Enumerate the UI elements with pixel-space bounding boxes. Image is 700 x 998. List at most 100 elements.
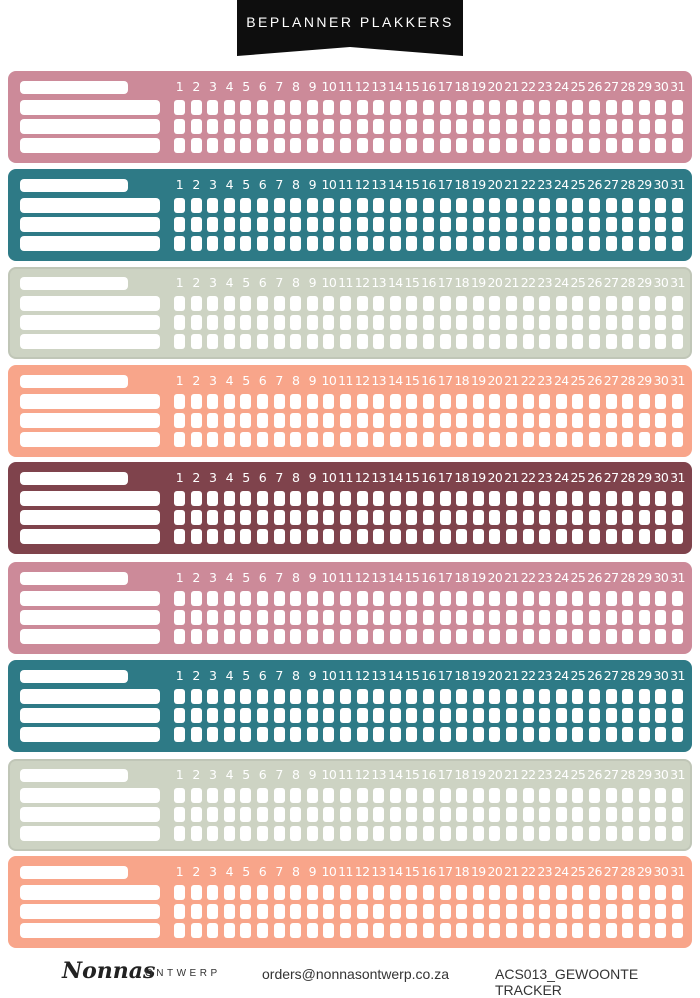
day-checkbox[interactable] (638, 727, 650, 742)
day-checkbox[interactable] (489, 315, 501, 330)
day-checkbox[interactable] (605, 394, 617, 409)
day-checkbox[interactable] (356, 788, 368, 803)
day-checkbox[interactable] (472, 198, 484, 213)
day-checkbox[interactable] (423, 788, 434, 803)
day-checkbox[interactable] (323, 432, 335, 447)
day-checkbox[interactable] (539, 923, 551, 938)
day-checkbox[interactable] (323, 826, 335, 841)
day-checkbox[interactable] (190, 198, 202, 213)
habit-name-field[interactable] (20, 629, 160, 644)
day-checkbox[interactable] (406, 198, 418, 213)
day-checkbox[interactable] (174, 296, 185, 311)
day-checkbox[interactable] (622, 491, 634, 506)
day-checkbox[interactable] (572, 610, 584, 625)
day-checkbox[interactable] (290, 296, 302, 311)
day-checkbox[interactable] (539, 100, 551, 115)
day-checkbox[interactable] (356, 315, 368, 330)
day-checkbox[interactable] (472, 432, 484, 447)
day-checkbox[interactable] (506, 591, 517, 606)
day-checkbox[interactable] (472, 315, 484, 330)
day-checkbox[interactable] (406, 138, 418, 153)
day-checkbox[interactable] (223, 100, 235, 115)
day-checkbox[interactable] (555, 826, 567, 841)
day-checkbox[interactable] (555, 100, 567, 115)
day-checkbox[interactable] (373, 334, 385, 349)
day-checkbox[interactable] (439, 432, 451, 447)
day-checkbox[interactable] (589, 629, 600, 644)
habit-title-field[interactable] (20, 572, 128, 585)
day-checkbox[interactable] (406, 788, 418, 803)
day-checkbox[interactable] (522, 138, 534, 153)
day-checkbox[interactable] (489, 788, 501, 803)
day-checkbox[interactable] (439, 788, 451, 803)
day-checkbox[interactable] (423, 708, 434, 723)
day-checkbox[interactable] (489, 885, 501, 900)
day-checkbox[interactable] (572, 591, 584, 606)
day-checkbox[interactable] (240, 413, 252, 428)
day-checkbox[interactable] (506, 610, 517, 625)
day-checkbox[interactable] (506, 236, 517, 251)
day-checkbox[interactable] (340, 529, 351, 544)
day-checkbox[interactable] (572, 826, 584, 841)
day-checkbox[interactable] (290, 529, 302, 544)
day-checkbox[interactable] (174, 334, 185, 349)
day-checkbox[interactable] (638, 689, 650, 704)
day-checkbox[interactable] (389, 510, 401, 525)
day-checkbox[interactable] (273, 629, 285, 644)
day-checkbox[interactable] (406, 923, 418, 938)
day-checkbox[interactable] (323, 529, 335, 544)
day-checkbox[interactable] (439, 198, 451, 213)
day-checkbox[interactable] (174, 529, 185, 544)
day-checkbox[interactable] (273, 826, 285, 841)
day-checkbox[interactable] (522, 727, 534, 742)
day-checkbox[interactable] (257, 708, 268, 723)
day-checkbox[interactable] (323, 904, 335, 919)
habit-name-field[interactable] (20, 394, 160, 409)
day-checkbox[interactable] (406, 119, 418, 134)
day-checkbox[interactable] (273, 432, 285, 447)
day-checkbox[interactable] (257, 198, 268, 213)
day-checkbox[interactable] (506, 100, 517, 115)
day-checkbox[interactable] (622, 788, 634, 803)
day-checkbox[interactable] (555, 296, 567, 311)
day-checkbox[interactable] (223, 432, 235, 447)
day-checkbox[interactable] (555, 708, 567, 723)
day-checkbox[interactable] (340, 198, 351, 213)
day-checkbox[interactable] (207, 529, 219, 544)
day-checkbox[interactable] (506, 885, 517, 900)
day-checkbox[interactable] (638, 491, 650, 506)
day-checkbox[interactable] (506, 315, 517, 330)
day-checkbox[interactable] (174, 904, 185, 919)
day-checkbox[interactable] (306, 315, 318, 330)
day-checkbox[interactable] (190, 138, 202, 153)
day-checkbox[interactable] (489, 826, 501, 841)
day-checkbox[interactable] (522, 432, 534, 447)
day-checkbox[interactable] (672, 529, 683, 544)
day-checkbox[interactable] (174, 413, 185, 428)
day-checkbox[interactable] (257, 119, 268, 134)
day-checkbox[interactable] (589, 100, 600, 115)
day-checkbox[interactable] (406, 689, 418, 704)
day-checkbox[interactable] (522, 296, 534, 311)
day-checkbox[interactable] (223, 529, 235, 544)
day-checkbox[interactable] (622, 315, 634, 330)
day-checkbox[interactable] (589, 807, 600, 822)
day-checkbox[interactable] (373, 315, 385, 330)
day-checkbox[interactable] (223, 394, 235, 409)
day-checkbox[interactable] (373, 788, 385, 803)
day-checkbox[interactable] (323, 315, 335, 330)
day-checkbox[interactable] (373, 885, 385, 900)
day-checkbox[interactable] (489, 923, 501, 938)
day-checkbox[interactable] (190, 591, 202, 606)
day-checkbox[interactable] (638, 119, 650, 134)
day-checkbox[interactable] (174, 591, 185, 606)
day-checkbox[interactable] (290, 904, 302, 919)
day-checkbox[interactable] (340, 217, 351, 232)
day-checkbox[interactable] (555, 394, 567, 409)
day-checkbox[interactable] (456, 904, 468, 919)
day-checkbox[interactable] (423, 334, 434, 349)
day-checkbox[interactable] (406, 629, 418, 644)
day-checkbox[interactable] (389, 491, 401, 506)
day-checkbox[interactable] (638, 529, 650, 544)
day-checkbox[interactable] (622, 689, 634, 704)
